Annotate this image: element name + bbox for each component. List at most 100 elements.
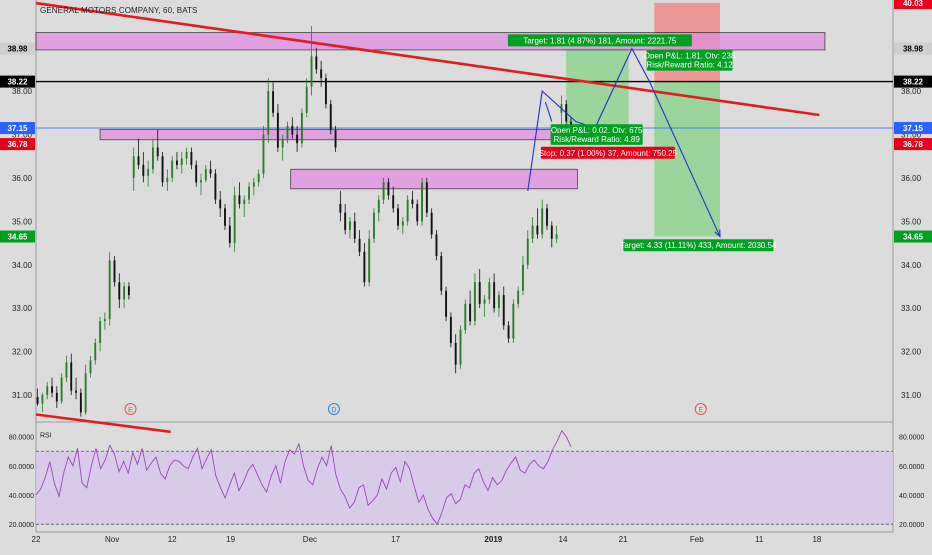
earnings-marker-label: E xyxy=(128,407,133,414)
candle-down xyxy=(546,208,548,226)
candle-down xyxy=(36,397,39,404)
candle-up xyxy=(349,221,351,231)
time-axis: 22 Nov 12 19 Dec 17 2019 14 21 Feb 11 18 xyxy=(32,535,822,544)
candle-down xyxy=(238,195,241,204)
rsi-label: RSI xyxy=(40,433,52,440)
price-tick-left: 34.00 xyxy=(12,261,33,270)
candle-down xyxy=(397,208,399,226)
price-tick-right: 32.00 xyxy=(901,348,922,357)
candle-up xyxy=(204,169,207,181)
candle-up xyxy=(488,282,491,300)
short-risk-reward-label: Risk/Reward Ratio: 4.12 xyxy=(646,61,733,70)
short-risk-reward-label-box xyxy=(646,58,733,71)
candle-down xyxy=(315,56,318,70)
chart-title: GENERAL MOTORS COMPANY, 60, BATS xyxy=(40,6,198,15)
rsi-tick-right: 20.0000 xyxy=(899,522,924,529)
price-label-right: 38.22 xyxy=(903,78,924,87)
candle-up xyxy=(123,286,126,300)
candle-up xyxy=(166,177,169,183)
candle-up xyxy=(522,264,524,291)
candle-up xyxy=(377,199,380,213)
candle-down xyxy=(392,195,395,209)
candle-up xyxy=(305,86,308,113)
candle-down xyxy=(214,173,217,200)
candle-down xyxy=(445,290,448,317)
candle-up xyxy=(65,362,68,378)
candle-up xyxy=(526,238,529,265)
candle-down xyxy=(142,164,145,176)
price-tick-right: 33.00 xyxy=(901,304,922,313)
candle-down xyxy=(291,125,294,135)
candle-up xyxy=(147,169,150,176)
candle-down xyxy=(507,325,510,339)
long-stop-label-box xyxy=(540,146,675,159)
rsi-tick-left: 60.0000 xyxy=(9,464,34,471)
projection-arrowhead xyxy=(714,229,721,238)
long-target-label-box xyxy=(507,34,692,47)
long-risk-reward-label: Risk/Reward Ratio: 4.89 xyxy=(554,135,641,144)
candle-up xyxy=(310,56,313,87)
price-tick-right: 37.00 xyxy=(901,131,922,140)
candle-down xyxy=(55,392,58,402)
candle-up xyxy=(382,182,385,200)
price-label-left-box xyxy=(0,42,35,55)
candle-up xyxy=(421,182,424,222)
candle-down xyxy=(430,212,433,235)
candle-up xyxy=(473,282,476,322)
short-target-label: Target: 4.33 (11.11%) 433, Amount: 2030.… xyxy=(620,241,777,250)
long-risk-reward-label-box xyxy=(550,132,643,145)
candle-down xyxy=(502,295,505,326)
time-tick-label: 18 xyxy=(812,535,821,544)
price-tick-right: 34.00 xyxy=(901,261,922,270)
candle-down xyxy=(449,316,452,343)
candle-up xyxy=(531,225,534,239)
candle-up xyxy=(41,394,44,404)
candle-up xyxy=(459,329,462,365)
trendline xyxy=(35,1,820,117)
candle-down xyxy=(75,390,77,393)
candle-down xyxy=(353,221,356,239)
rsi-tick-left: 80.0000 xyxy=(9,435,34,442)
candle-down xyxy=(161,156,164,183)
time-tick-label: 19 xyxy=(226,535,235,544)
price-label-left-box xyxy=(0,122,35,135)
candle-down xyxy=(190,151,193,165)
candle-down xyxy=(550,225,553,239)
candle-up xyxy=(46,386,49,395)
time-tick-label: Nov xyxy=(105,535,119,544)
price-label-left: 38.98 xyxy=(7,45,28,54)
candle-down xyxy=(536,225,539,235)
candle-down xyxy=(425,182,428,213)
candle-down xyxy=(127,286,130,296)
time-tick-label: 2019 xyxy=(484,535,502,544)
time-tick-label: 14 xyxy=(559,535,568,544)
price-tick-left: 32.00 xyxy=(12,348,33,357)
candle-up xyxy=(555,234,558,239)
candle-down xyxy=(51,386,53,393)
price-tick-left: 37.00 xyxy=(12,131,33,140)
time-tick-label: 21 xyxy=(619,535,628,544)
candle-up xyxy=(151,147,154,170)
candle-up xyxy=(180,158,183,165)
candle-down xyxy=(156,147,159,157)
candle-up xyxy=(132,156,135,178)
candle-down xyxy=(70,362,73,391)
candle-up xyxy=(99,321,102,343)
candle-down xyxy=(329,104,332,131)
rsi-tick-right: 60.0000 xyxy=(899,464,924,471)
price-tick-left: 36.00 xyxy=(12,174,33,183)
candle-down xyxy=(118,282,121,300)
rsi-band xyxy=(36,451,893,525)
candle-down xyxy=(228,225,231,244)
candle-up xyxy=(89,360,92,374)
projection-path-secondary xyxy=(544,101,553,122)
candle-up xyxy=(60,377,63,402)
candle-down xyxy=(296,134,299,144)
candle-down xyxy=(219,199,222,209)
candle-up xyxy=(233,195,236,244)
short-open-label: Open P&L: 1.81, Qty: 238 xyxy=(644,52,736,61)
dividend-marker xyxy=(327,403,340,415)
